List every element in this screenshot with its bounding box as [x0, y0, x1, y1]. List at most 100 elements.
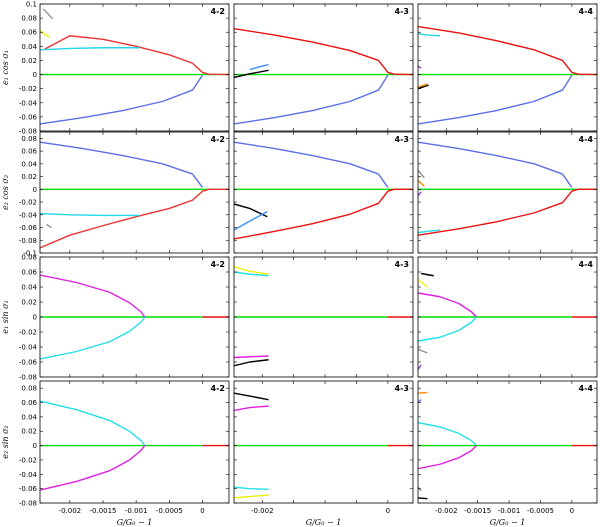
series-line [421, 272, 434, 277]
series-line [418, 348, 428, 354]
series-line [418, 83, 428, 88]
series-line [40, 445, 146, 491]
panel-lines [40, 400, 229, 491]
y-tick-label: 0.08 [21, 385, 37, 393]
panel-lines [418, 141, 597, 236]
series-line [418, 278, 428, 288]
panel-tag: 4-3 [395, 7, 409, 16]
y-tick-label: 0.06 [21, 269, 37, 277]
y-axis-label: e₂ sin σ₂ [1, 425, 10, 459]
panel-r2-c0: 4-2 [39, 256, 230, 378]
series-line [418, 65, 422, 69]
y-tick-label: -0.06 [19, 485, 38, 493]
x-tick-label: -0.002 [251, 507, 274, 515]
series-line [40, 30, 51, 38]
series-line [418, 364, 422, 370]
series-line [418, 84, 429, 90]
series-line [418, 74, 573, 125]
panel-r0-c2: 4-4 [417, 3, 598, 132]
series-line [234, 271, 269, 277]
series-line [234, 188, 413, 240]
series-line [234, 266, 269, 275]
series-line [234, 74, 389, 125]
x-tick-label: -0.002 [59, 507, 82, 515]
panel-frame [233, 380, 414, 504]
y-tick-label: 0.04 [21, 43, 37, 51]
series-line [418, 421, 477, 447]
y-tick-label: -0.06 [19, 224, 38, 232]
y-tick-label: -0.1 [23, 250, 37, 258]
panel-r3-c2: 4-4 [417, 380, 598, 504]
panel-frame [39, 131, 230, 254]
y-tick-label: 0 [33, 314, 37, 322]
y-tick-label: 0.1 [26, 1, 37, 9]
panel-tag: 4-4 [579, 135, 594, 144]
panel-r1-c1: 4-3 [233, 131, 414, 254]
y-tick-label: 0.06 [21, 148, 37, 156]
panel-r2-c1: 4-3 [233, 256, 414, 378]
series-line [234, 27, 413, 76]
y-tick-label: -0.06 [19, 359, 38, 367]
y-tick-label: -0.08 [19, 374, 37, 382]
series-line [234, 486, 269, 491]
panel-tag: 4-4 [579, 384, 594, 393]
series-line [418, 32, 441, 37]
series-line [234, 69, 269, 79]
y-tick-label: -0.04 [19, 211, 38, 219]
panel-tag: 4-2 [211, 135, 225, 144]
y-tick-label: -0.08 [19, 128, 37, 136]
panel-lines [234, 27, 413, 125]
x-axis-label: G/G₀ − 1 [490, 518, 526, 527]
series-line [418, 141, 573, 188]
series-line [40, 212, 140, 217]
series-line [42, 8, 54, 20]
series-line [418, 399, 422, 404]
panel-frame [417, 131, 598, 254]
panel-tag: 4-2 [211, 7, 225, 16]
y-tick-label: 0.04 [21, 160, 37, 168]
y-tick-label: 0 [33, 442, 37, 450]
series-line [418, 292, 477, 318]
panel-lines [40, 141, 229, 249]
y-tick-label: 0.02 [21, 299, 37, 307]
series-line [418, 229, 441, 234]
series-line [418, 486, 422, 492]
series-line [418, 191, 422, 197]
panel-tag: 4-2 [211, 384, 225, 393]
y-tick-label: -0.04 [19, 99, 38, 107]
x-tick-label: 0 [570, 507, 574, 515]
panel-r0-c1: 4-3 [233, 3, 414, 132]
series-line [418, 316, 477, 342]
series-line [40, 400, 146, 447]
panel-r0-c0: 4-2 [39, 3, 230, 132]
series-line [249, 63, 269, 71]
x-tick-label: -0.002 [435, 507, 458, 515]
series-line [418, 497, 428, 500]
series-line [234, 355, 269, 359]
y-tick-label: 0.08 [21, 15, 37, 23]
panel-lines [418, 25, 597, 125]
y-tick-label: 0.08 [21, 135, 37, 143]
panel-lines [234, 392, 413, 499]
y-axis-label: e₁ sin σ₁ [1, 300, 10, 334]
y-tick-label: -0.08 [19, 500, 37, 508]
panel-tag: 4-4 [579, 7, 594, 16]
y-tick-label: 0 [33, 186, 37, 194]
panel-lines [40, 274, 229, 360]
y-tick-label: -0.02 [19, 456, 37, 464]
panel-r2-c2: 4-4 [417, 256, 598, 378]
panel-tag: 4-2 [211, 260, 225, 269]
panel-tag: 4-3 [395, 260, 409, 269]
y-tick-label: 0.04 [21, 284, 37, 292]
series-line [234, 392, 269, 401]
series-line [234, 405, 269, 412]
x-tick-label: -0.0015 [464, 507, 491, 515]
panel-frame [39, 3, 230, 132]
x-tick-label: -0.001 [125, 507, 148, 515]
panel-lines [234, 141, 413, 240]
y-tick-label: 0 [33, 71, 37, 79]
series-line [418, 188, 597, 236]
y-tick-label: 0.08 [21, 254, 37, 262]
y-axis-label: e₁ cos σ₁ [1, 50, 10, 85]
x-tick-label: -0.0005 [156, 507, 183, 515]
